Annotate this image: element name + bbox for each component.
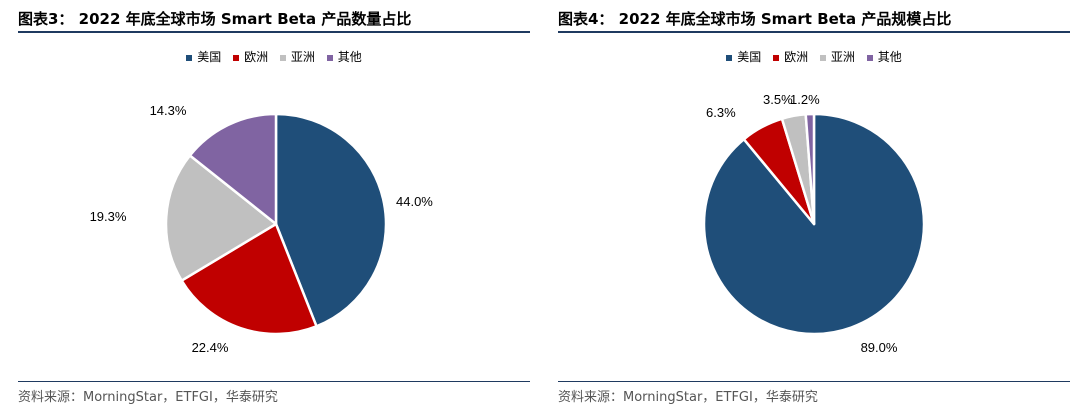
pie-slice-other	[804, 112, 816, 226]
legend-swatch-asia	[279, 54, 286, 61]
legend-label: 其他	[337, 50, 362, 64]
legend-label: 亚洲	[830, 50, 855, 64]
pie-slice-other	[188, 112, 278, 226]
legend-swatch-other	[326, 54, 333, 61]
legend-label: 欧洲	[784, 50, 809, 64]
chart-legend: 美国 欧洲 亚洲 其他	[18, 48, 530, 65]
source-rule	[18, 381, 530, 382]
chart-title: 图表3： 2022 年底全球市场 Smart Beta 产品数量占比	[18, 10, 412, 28]
chart-legend: 美国 欧洲 亚洲 其他	[558, 48, 1070, 65]
data-label-us: 89.0%	[861, 340, 898, 355]
data-label-asia: 19.3%	[90, 209, 127, 224]
title-rule	[558, 31, 1070, 33]
legend-swatch-us	[726, 54, 733, 61]
legend-swatch-asia	[819, 54, 826, 61]
pie-slice-us	[274, 112, 388, 328]
legend-swatch-europe	[773, 54, 780, 61]
data-label-europe: 22.4%	[192, 340, 229, 355]
pie-chart-size: 89.0% 6.3% 3.5%1.2%	[702, 92, 926, 355]
legend-item-other: 其他	[326, 48, 362, 65]
source-note: 资料来源：MorningStar，ETFGI，华泰研究	[18, 390, 278, 405]
legend-label: 美国	[197, 50, 222, 64]
legend-item-us: 美国	[186, 48, 221, 65]
title-rule	[18, 31, 530, 33]
chart-panel-size: 图表4： 2022 年底全球市场 Smart Beta 产品规模占比 美国 欧洲…	[558, 0, 1070, 408]
source-rule	[558, 381, 1070, 382]
data-label-other: 1.2%	[790, 92, 820, 107]
legend-item-us: 美国	[726, 48, 761, 65]
chart-panel-count: 图表3： 2022 年底全球市场 Smart Beta 产品数量占比 美国 欧洲…	[18, 0, 530, 408]
pie-slice-europe	[180, 222, 318, 336]
data-label-other: 14.3%	[150, 103, 187, 118]
legend-item-asia: 亚洲	[279, 48, 315, 65]
chart-title: 图表4： 2022 年底全球市场 Smart Beta 产品规模占比	[558, 10, 952, 28]
pie-slice-asia	[164, 154, 278, 282]
legend-item-asia: 亚洲	[819, 48, 855, 65]
legend-swatch-europe	[233, 54, 240, 61]
legend-label: 亚洲	[290, 50, 315, 64]
legend-swatch-us	[186, 54, 193, 61]
legend-item-other: 其他	[866, 48, 902, 65]
pie-chart-count: 44.0% 22.4% 19.3% 14.3%	[90, 103, 434, 355]
data-label-us: 44.0%	[396, 194, 433, 209]
data-label-asia: 3.5%	[763, 92, 793, 107]
source-note: 资料来源：MorningStar，ETFGI，华泰研究	[558, 390, 818, 405]
legend-item-europe: 欧洲	[233, 48, 268, 65]
data-label-europe: 6.3%	[706, 105, 736, 120]
legend-label: 其他	[877, 50, 902, 64]
legend-item-europe: 欧洲	[773, 48, 808, 65]
legend-swatch-other	[866, 54, 873, 61]
legend-label: 美国	[737, 50, 762, 64]
legend-label: 欧洲	[244, 50, 269, 64]
